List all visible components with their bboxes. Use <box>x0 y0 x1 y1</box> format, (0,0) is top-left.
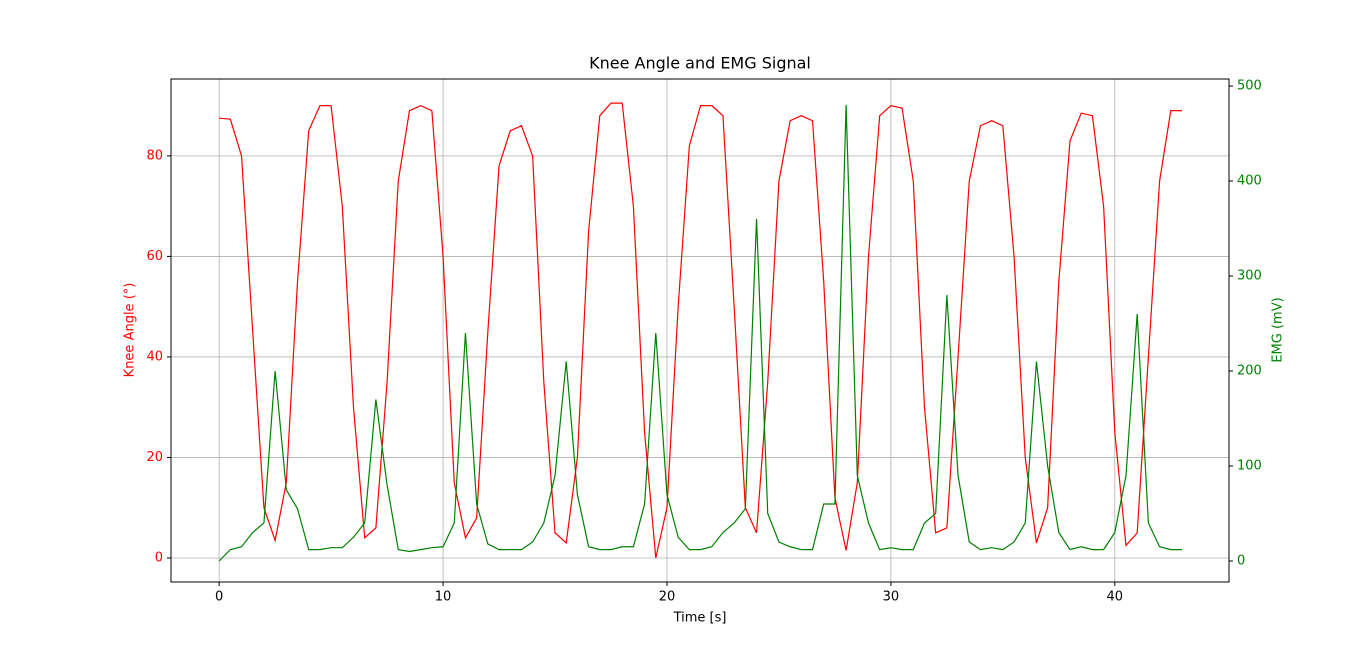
x-tick-label: 20 <box>659 590 676 605</box>
x-tick-label: 0 <box>215 590 223 605</box>
y2-tick-label: 400 <box>1237 174 1262 189</box>
y2-tick-label: 200 <box>1237 364 1262 379</box>
y-tick-label: 80 <box>146 148 163 163</box>
y2-tick-label: 0 <box>1237 554 1245 569</box>
series-line <box>218 105 1182 562</box>
y2-tick-label: 300 <box>1237 269 1262 284</box>
y-tick-label: 0 <box>155 550 163 565</box>
y2-tick-label: 500 <box>1237 79 1262 94</box>
x-tick-label: 30 <box>883 590 900 605</box>
x-tick-label: 10 <box>435 590 452 605</box>
y-tick-label: 20 <box>146 450 163 465</box>
x-axis-label: Time [s] <box>673 611 727 626</box>
y2-tick-label: 100 <box>1237 459 1262 474</box>
y2-axis-label: EMG (mV) <box>1271 297 1286 362</box>
chart-title: Knee Angle and EMG Signal <box>589 54 811 73</box>
plot-frame <box>170 78 1230 583</box>
y-tick-label: 40 <box>146 349 163 364</box>
y-tick-label: 60 <box>146 249 163 264</box>
x-tick-label: 40 <box>1107 590 1124 605</box>
series-line <box>219 102 1182 559</box>
y-axis-label: Knee Angle (°) <box>123 283 138 378</box>
